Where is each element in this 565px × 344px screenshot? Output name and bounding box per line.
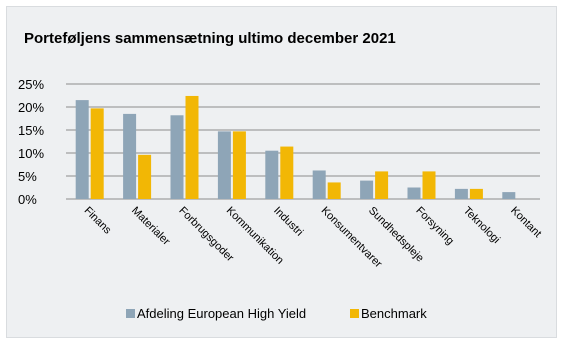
bar: [75, 100, 89, 199]
bar: [138, 154, 152, 199]
y-tick-label: 10%: [18, 146, 44, 161]
bar: [312, 170, 326, 199]
bar: [360, 180, 374, 199]
legend-label: Afdeling European High Yield: [137, 306, 306, 321]
bar: [185, 95, 199, 199]
bar: [454, 188, 468, 199]
bar: [123, 113, 137, 199]
x-tick-label: Materialer: [129, 205, 172, 248]
bar: [422, 171, 436, 199]
legend: Afdeling European High Yield Benchmark: [126, 306, 427, 321]
x-tick-label: Kontant: [508, 205, 543, 240]
x-tick-label: Finans: [82, 205, 114, 237]
bar: [170, 115, 184, 199]
gridlines: [66, 83, 540, 200]
bar: [375, 171, 389, 199]
legend-label: Benchmark: [361, 306, 427, 321]
bar: [232, 131, 246, 199]
y-axis: 0% 5% 10% 15% 20% 25%: [18, 77, 44, 207]
legend-swatch: [126, 309, 135, 318]
legend-swatch: [350, 309, 359, 318]
y-tick-label: 0%: [18, 192, 37, 207]
bar: [407, 187, 421, 199]
bar: [90, 108, 104, 199]
bars: [75, 95, 516, 199]
x-tick-label: Forsyning: [413, 205, 456, 248]
y-tick-label: 20%: [18, 100, 44, 115]
x-tick-label: Industri: [271, 205, 305, 239]
bar: [217, 131, 231, 199]
y-tick-label: 5%: [18, 169, 37, 184]
bar: [280, 146, 294, 199]
bar: [265, 150, 279, 199]
x-axis: Finans Materialer ForbrugsgoderKommunikati…: [82, 205, 544, 271]
x-tick-label: Teknologi: [461, 205, 502, 246]
y-tick-label: 25%: [18, 77, 44, 92]
chart-title: Porteføljens sammensætning ultimo decemb…: [24, 30, 396, 47]
bar: [502, 192, 516, 199]
bar: [469, 188, 483, 199]
y-tick-label: 15%: [18, 123, 44, 138]
bar: [327, 182, 341, 199]
